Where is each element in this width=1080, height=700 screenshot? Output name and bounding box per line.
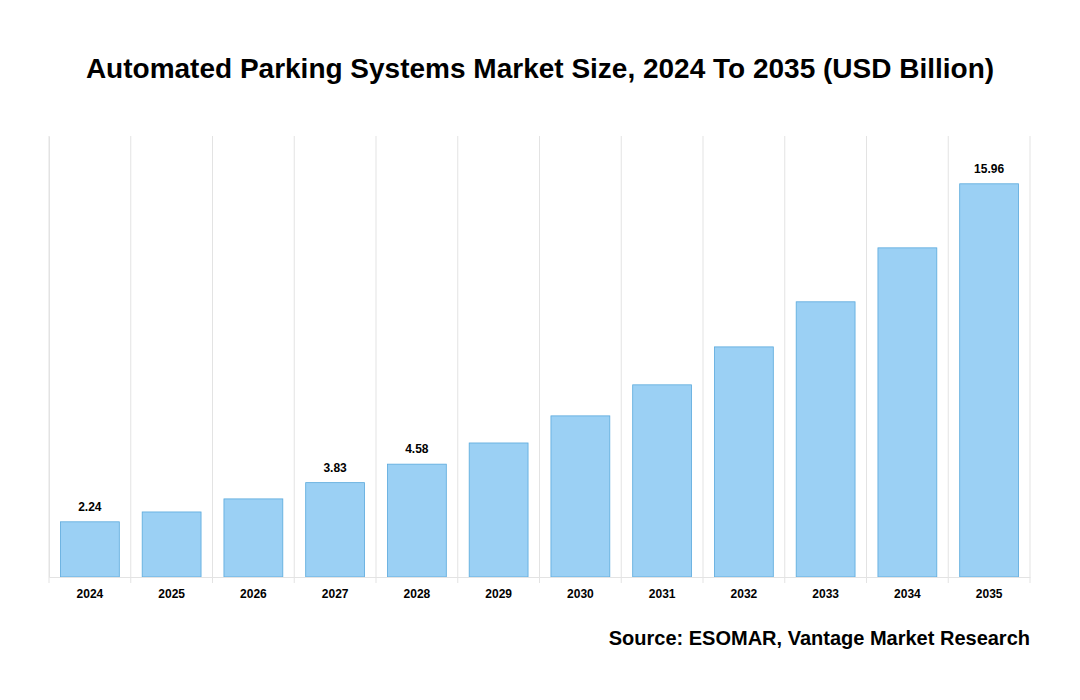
bar: [142, 512, 201, 577]
bar: [387, 464, 446, 577]
x-tick-label: 2030: [567, 587, 594, 601]
grid-line: [621, 136, 622, 583]
data-label: 3.83: [323, 461, 347, 475]
x-tick: 2029: [485, 587, 512, 601]
x-tick-label: 2032: [731, 587, 758, 601]
x-tick-label: 2034: [894, 587, 921, 601]
grid-line: [130, 136, 131, 583]
chart: Automated Parking Systems Market Size, 2…: [0, 0, 1080, 700]
x-tick-label: 2025: [158, 587, 185, 601]
data-labels: 2.24 3.83 4.58 15.96: [78, 162, 1004, 514]
grid-line: [866, 136, 867, 583]
bar: [796, 302, 855, 577]
x-axis-line: [50, 577, 1031, 578]
x-tick-label: 2024: [77, 587, 104, 601]
y-axis: [49, 137, 50, 578]
grid-line: [376, 136, 377, 583]
x-tick-label: 2031: [649, 587, 676, 601]
title: Automated Parking Systems Market Size, 2…: [86, 53, 994, 84]
bar: [960, 184, 1019, 577]
grid-line: [703, 136, 704, 583]
bar: [224, 499, 283, 577]
x-tick-label: 2033: [812, 587, 839, 601]
grid-line: [539, 136, 540, 583]
x-tick-label: 2026: [240, 587, 267, 601]
grid-line: [948, 136, 949, 583]
grid-line: [457, 136, 458, 583]
grid-line: [212, 136, 213, 583]
grid: [49, 136, 1030, 583]
grid-line: [49, 136, 50, 583]
grid-line: [1030, 136, 1031, 583]
x-tick-label: 2029: [485, 587, 512, 601]
x-tick: 2032: [731, 587, 758, 601]
source: Source: ESOMAR, Vantage Market Research: [609, 627, 1030, 649]
x-tick: 2030: [567, 587, 594, 601]
x-tick: 2028: [404, 587, 431, 601]
x-tick-label: 2028: [404, 587, 431, 601]
x-tick: 2026: [240, 587, 267, 601]
x-tick: 2024: [77, 587, 104, 601]
x-tick: 2027: [322, 587, 349, 601]
bar: [878, 248, 937, 577]
x-tick: 2025: [158, 587, 185, 601]
bar: [551, 416, 610, 577]
data-label: 2.24: [78, 500, 102, 514]
bar: [306, 483, 365, 577]
data-label: 15.96: [974, 162, 1004, 176]
grid-line: [784, 136, 785, 583]
x-tick-label: 2027: [322, 587, 349, 601]
x-tick: 2033: [812, 587, 839, 601]
x-tick: 2034: [894, 587, 921, 601]
grid-line: [294, 136, 295, 583]
data-label: 4.58: [405, 442, 429, 456]
bar: [714, 347, 773, 577]
x-tick-label: 2035: [976, 587, 1003, 601]
bar: [60, 522, 119, 577]
bar: [633, 385, 692, 577]
y-axis-line: [49, 137, 50, 578]
x-axis: 2024 2025 2026 2027 2028 2029 2030 2031 2032 2033…: [50, 578, 1031, 601]
bar: [469, 443, 528, 577]
bars: [60, 184, 1018, 577]
x-tick: 2031: [649, 587, 676, 601]
x-tick: 2035: [976, 587, 1003, 601]
